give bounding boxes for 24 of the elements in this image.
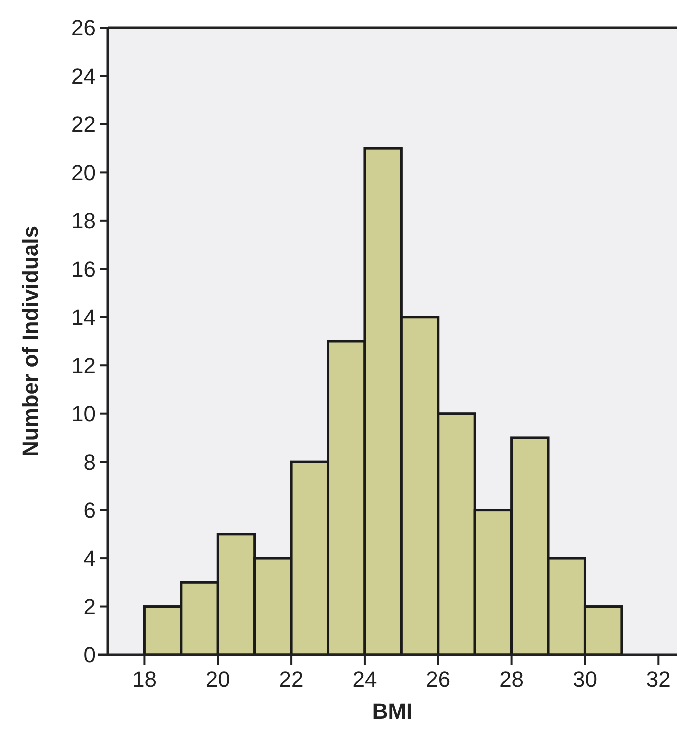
y-tick-label: 22 (72, 112, 96, 138)
x-tick-label: 32 (646, 667, 671, 692)
y-tick-label: 8 (84, 450, 96, 475)
x-tick-label: 30 (572, 667, 598, 692)
y-tick-label: 26 (72, 16, 96, 41)
y-tick-label: 10 (72, 402, 96, 427)
y-tick-label: 18 (72, 208, 96, 234)
x-tick-label: 22 (279, 667, 304, 692)
x-tick-label: 18 (132, 667, 157, 692)
x-tick-label: 20 (206, 667, 230, 692)
y-tick-label: 4 (84, 546, 96, 572)
x-tick-label: 24 (352, 667, 378, 692)
y-tick-label: 6 (84, 498, 96, 524)
y-tick-label: 14 (72, 305, 96, 330)
y-tick-label: 20 (72, 160, 96, 186)
x-tick-label: 28 (500, 667, 524, 692)
y-tick-label: 24 (72, 64, 96, 89)
x-tick-label: 26 (426, 667, 451, 692)
y-tick-label: 0 (84, 642, 96, 668)
y-tick-label: 16 (72, 256, 96, 282)
y-tick-label: 12 (72, 353, 96, 378)
y-tick-label: 2 (84, 594, 96, 620)
y-axis-title: Number of Individuals (18, 226, 43, 458)
x-axis-title: BMI (372, 699, 413, 724)
